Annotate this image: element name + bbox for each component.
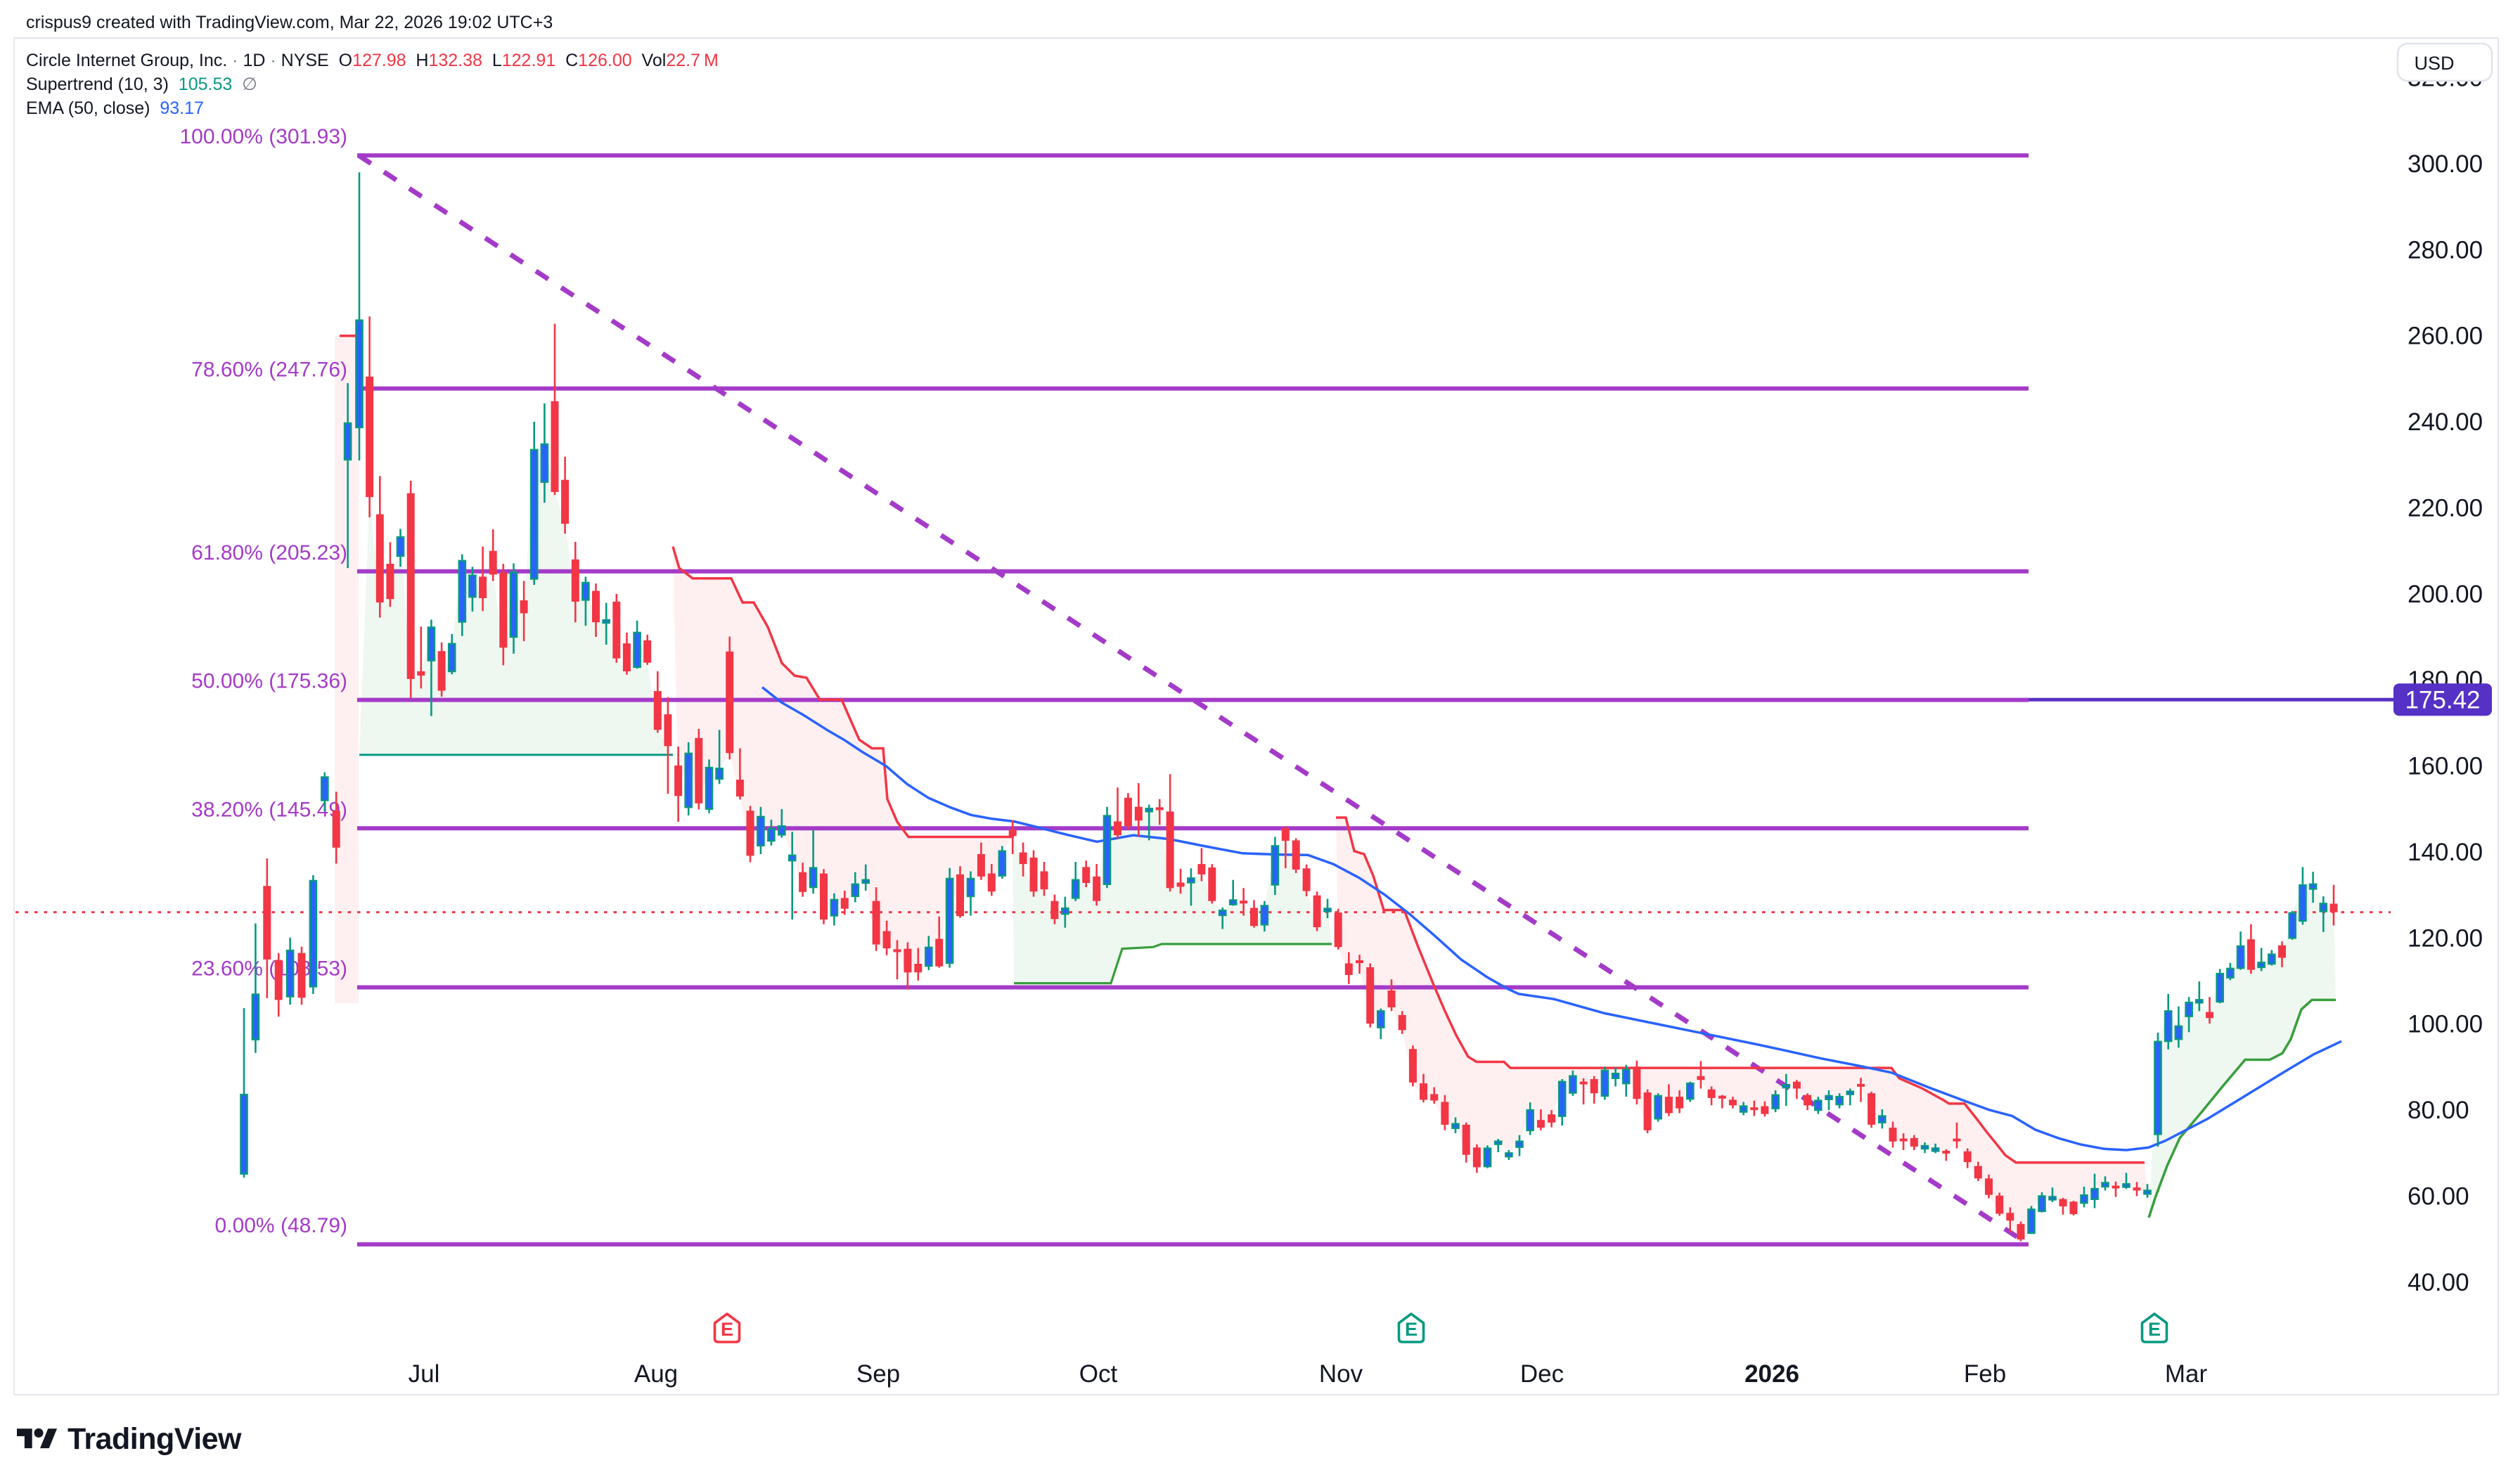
svg-text:78.60% (247.76): 78.60% (247.76) [191,359,347,382]
svg-text:80.00: 80.00 [2408,1097,2469,1124]
svg-text:Nov: Nov [1319,1360,1363,1388]
svg-text:Sep: Sep [856,1360,900,1388]
svg-text:100.00% (301.93): 100.00% (301.93) [179,125,347,148]
svg-text:50.00% (175.36): 50.00% (175.36) [191,670,347,693]
svg-text:300.00: 300.00 [2408,150,2483,178]
svg-text:120.00: 120.00 [2408,924,2483,952]
svg-text:2026: 2026 [1744,1360,1799,1388]
svg-text:E: E [1405,1319,1418,1340]
svg-text:E: E [721,1319,733,1340]
svg-text:40.00: 40.00 [2408,1269,2469,1296]
svg-text:Mar: Mar [2165,1360,2208,1388]
svg-text:61.80% (205.23): 61.80% (205.23) [191,541,347,564]
svg-text:240.00: 240.00 [2408,408,2483,436]
svg-text:23.60% (108.53): 23.60% (108.53) [191,957,347,981]
svg-text:280.00: 280.00 [2408,236,2483,264]
svg-text:200.00: 200.00 [2408,581,2483,608]
svg-text:E: E [2148,1319,2161,1340]
svg-text:260.00: 260.00 [2408,323,2483,350]
svg-text:140.00: 140.00 [2408,839,2483,866]
svg-text:Supertrend (10, 3) 105.53 ∅: Supertrend (10, 3) 105.53 ∅ [26,75,257,94]
svg-text:crispus9 created with TradingV: crispus9 created with TradingView.com, M… [26,13,553,32]
svg-text:60.00: 60.00 [2408,1183,2469,1211]
svg-text:USD: USD [2414,53,2454,74]
svg-text:EMA (50, close) 93.17: EMA (50, close) 93.17 [26,98,204,118]
svg-text:38.20% (145.49): 38.20% (145.49) [191,798,347,821]
svg-text:160.00: 160.00 [2408,753,2483,780]
svg-text:TradingView: TradingView [68,1422,242,1456]
svg-text:Jul: Jul [409,1360,440,1388]
svg-text:100.00: 100.00 [2408,1011,2483,1038]
svg-text:0.00% (48.79): 0.00% (48.79) [215,1214,347,1237]
svg-text:Circle Internet Group, Inc. ·: Circle Internet Group, Inc. · 1D · NYSE … [26,51,719,70]
svg-text:Oct: Oct [1079,1360,1118,1388]
svg-text:Dec: Dec [1520,1360,1564,1388]
svg-text:Aug: Aug [634,1360,678,1388]
svg-text:175.42: 175.42 [2405,687,2480,714]
svg-text:Feb: Feb [1964,1360,2006,1388]
svg-text:220.00: 220.00 [2408,494,2483,522]
